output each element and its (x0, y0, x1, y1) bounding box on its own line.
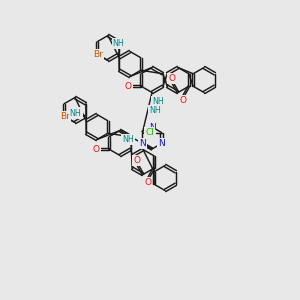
Text: O: O (93, 145, 100, 154)
Text: Br: Br (60, 112, 70, 121)
Text: O: O (144, 178, 151, 187)
Text: N: N (148, 122, 155, 131)
Text: O: O (169, 74, 176, 83)
Text: N: N (139, 139, 146, 148)
Text: Cl: Cl (145, 128, 154, 137)
Text: N: N (158, 139, 165, 148)
Text: NH: NH (70, 109, 82, 118)
Text: O: O (134, 156, 140, 165)
Text: NH: NH (122, 135, 134, 144)
Text: NH: NH (113, 39, 124, 48)
Text: O: O (179, 96, 186, 105)
Text: NH: NH (152, 97, 164, 106)
Text: Br: Br (93, 50, 103, 59)
Text: NH: NH (149, 106, 161, 115)
Text: O: O (125, 82, 132, 91)
